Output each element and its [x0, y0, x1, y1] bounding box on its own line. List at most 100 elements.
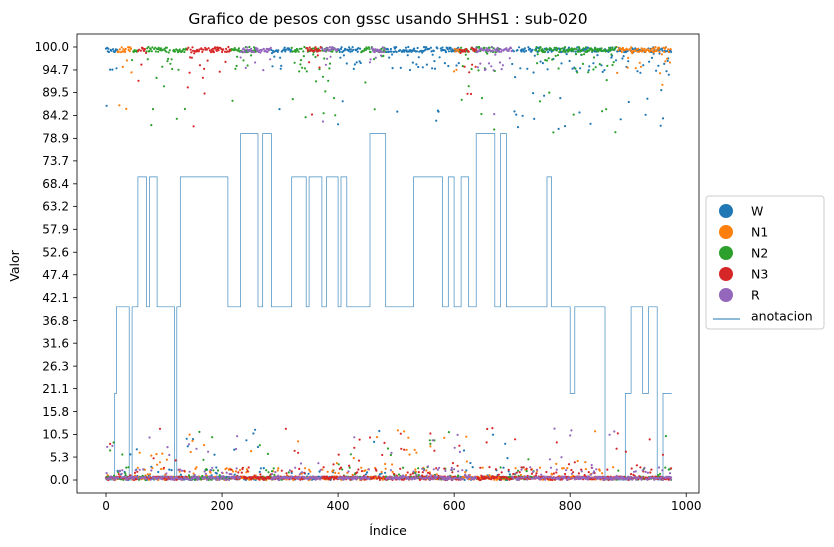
data-point [270, 478, 273, 481]
data-point [180, 50, 184, 53]
data-point [564, 50, 567, 54]
data-point [277, 478, 280, 482]
data-point [575, 48, 578, 51]
data-point [374, 48, 377, 51]
data-point [576, 71, 579, 74]
data-point [664, 466, 667, 469]
data-point [185, 437, 188, 440]
data-point [617, 49, 620, 52]
data-point [109, 475, 112, 478]
data-point [348, 466, 351, 469]
data-point [429, 432, 432, 435]
data-point [149, 478, 152, 481]
data-point [399, 467, 402, 470]
data-point [256, 445, 260, 449]
data-point [308, 61, 311, 64]
data-point [547, 476, 550, 479]
data-point [460, 98, 463, 101]
y-tick-label: 94.7 [42, 63, 69, 77]
data-point [532, 92, 535, 95]
data-point [284, 427, 287, 430]
data-point [584, 468, 588, 471]
data-point [646, 478, 649, 481]
data-point [271, 65, 274, 68]
series-w-points [104, 45, 673, 482]
data-point [433, 60, 436, 63]
data-point [145, 477, 148, 480]
data-point [185, 477, 188, 480]
data-point [319, 49, 322, 52]
data-point [596, 54, 599, 57]
data-point [461, 65, 464, 68]
data-point [157, 46, 160, 49]
data-point [121, 453, 124, 456]
data-point [553, 46, 556, 49]
data-point [143, 47, 146, 51]
data-point [546, 68, 549, 71]
data-point [593, 50, 596, 53]
data-point [646, 97, 649, 100]
data-point [375, 436, 379, 439]
data-point [643, 47, 646, 50]
data-point [225, 467, 228, 470]
data-point [428, 478, 431, 482]
data-point [254, 61, 257, 64]
data-point [146, 58, 149, 61]
data-point [174, 459, 177, 462]
data-point [337, 477, 340, 480]
data-point [498, 50, 501, 53]
data-point [458, 444, 461, 447]
data-point [474, 476, 477, 479]
data-point [109, 442, 112, 445]
data-point [187, 46, 190, 49]
data-point [660, 475, 664, 478]
data-point [165, 476, 168, 479]
data-point [438, 56, 441, 59]
data-point [254, 428, 257, 431]
data-point [614, 46, 618, 49]
data-point [632, 470, 636, 473]
data-point [661, 478, 665, 481]
data-point [191, 438, 195, 441]
data-point [630, 475, 633, 479]
data-point [501, 64, 504, 67]
data-point [366, 471, 369, 474]
data-point [157, 50, 160, 53]
data-point [262, 69, 265, 72]
y-tick-label: 5.3 [50, 450, 69, 464]
y-axis-label: Valor [7, 249, 22, 281]
data-point [175, 117, 178, 120]
data-point [439, 475, 442, 478]
data-point [483, 46, 486, 49]
data-point [218, 70, 221, 73]
data-point [197, 477, 200, 480]
data-point [120, 476, 123, 480]
data-point [322, 112, 325, 115]
data-point [650, 56, 654, 60]
data-point [182, 48, 185, 51]
data-point [518, 478, 521, 481]
data-point [590, 473, 593, 476]
data-point [232, 475, 235, 478]
data-point [121, 65, 124, 68]
data-point [461, 469, 464, 472]
data-point [511, 62, 514, 66]
data-point [670, 467, 673, 470]
data-point [551, 58, 554, 61]
data-point [110, 49, 113, 52]
data-point [477, 69, 480, 72]
data-point [549, 466, 553, 469]
data-point [205, 48, 209, 51]
data-point [284, 50, 287, 53]
data-point [321, 468, 324, 471]
data-point [488, 474, 491, 477]
data-point [552, 48, 556, 51]
data-point [120, 472, 123, 475]
data-point [379, 54, 383, 57]
data-point [233, 473, 236, 476]
data-point [391, 67, 394, 70]
data-point [207, 47, 210, 50]
data-point [169, 475, 172, 478]
data-point [555, 468, 558, 471]
data-point [581, 49, 584, 52]
